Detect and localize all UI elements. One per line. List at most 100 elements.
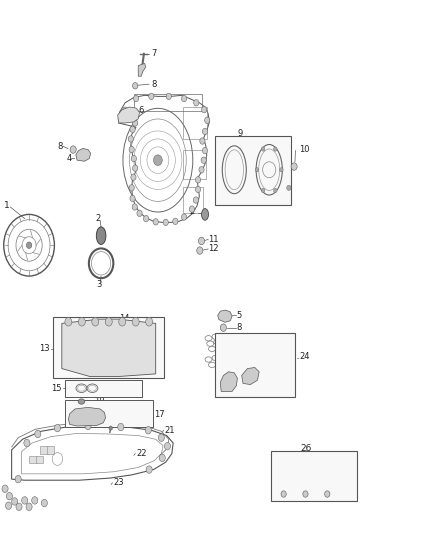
Text: 8: 8 (151, 79, 157, 88)
Polygon shape (68, 407, 106, 426)
Text: 24: 24 (299, 352, 309, 361)
Text: 6: 6 (138, 106, 144, 115)
Circle shape (181, 214, 187, 220)
Circle shape (220, 324, 226, 332)
Text: 12: 12 (208, 245, 219, 254)
Circle shape (133, 83, 138, 89)
Text: 17: 17 (154, 410, 165, 419)
Circle shape (189, 206, 194, 212)
Circle shape (144, 215, 149, 222)
Circle shape (274, 188, 277, 192)
Circle shape (325, 491, 330, 497)
Polygon shape (138, 63, 146, 76)
Text: 2: 2 (189, 207, 194, 216)
Bar (134, 94, 201, 111)
Circle shape (78, 318, 85, 326)
Circle shape (202, 148, 208, 154)
Circle shape (123, 107, 128, 114)
Text: 21: 21 (164, 426, 175, 435)
Circle shape (16, 503, 22, 511)
Circle shape (24, 439, 30, 447)
Text: 26: 26 (300, 444, 312, 453)
Bar (183, 107, 207, 139)
Circle shape (134, 95, 139, 102)
Text: 15: 15 (51, 384, 62, 393)
Bar (215, 333, 295, 397)
Ellipse shape (78, 399, 85, 404)
Circle shape (109, 426, 113, 430)
Bar (271, 451, 357, 502)
Circle shape (32, 497, 38, 504)
Text: 1: 1 (4, 201, 10, 210)
Bar (35, 456, 43, 463)
Bar (65, 379, 142, 397)
Text: 10: 10 (299, 145, 309, 154)
Text: 22: 22 (136, 449, 147, 458)
Circle shape (159, 454, 165, 462)
Circle shape (133, 120, 138, 126)
Circle shape (195, 176, 201, 183)
Circle shape (54, 424, 60, 432)
Polygon shape (242, 368, 259, 384)
Text: 4: 4 (66, 154, 71, 163)
Circle shape (181, 95, 187, 102)
Bar (40, 446, 48, 454)
Circle shape (201, 107, 207, 113)
Circle shape (153, 219, 158, 225)
Circle shape (280, 167, 283, 172)
Polygon shape (62, 319, 155, 376)
Circle shape (163, 219, 168, 225)
Circle shape (202, 128, 208, 135)
Circle shape (131, 174, 136, 180)
Circle shape (12, 498, 18, 505)
Text: 5: 5 (237, 311, 242, 320)
Text: 19: 19 (300, 462, 310, 471)
Circle shape (195, 186, 201, 192)
Text: 2: 2 (96, 214, 101, 223)
Circle shape (131, 156, 137, 162)
Circle shape (85, 422, 91, 430)
Bar (183, 150, 206, 179)
Text: 14: 14 (120, 314, 130, 323)
Circle shape (281, 491, 286, 497)
Circle shape (65, 318, 72, 326)
Circle shape (193, 197, 198, 203)
Text: 20: 20 (279, 462, 289, 471)
Circle shape (274, 147, 277, 151)
Circle shape (261, 147, 265, 151)
Circle shape (146, 466, 152, 473)
Bar (46, 446, 54, 454)
Bar (215, 136, 291, 205)
Text: 23: 23 (113, 478, 124, 487)
Text: 20: 20 (95, 418, 105, 427)
Text: 12: 12 (226, 335, 237, 344)
Text: 18: 18 (95, 397, 105, 406)
Circle shape (92, 318, 99, 326)
Circle shape (197, 247, 203, 254)
Circle shape (137, 210, 142, 216)
Circle shape (26, 242, 32, 248)
Text: 8: 8 (57, 142, 63, 151)
Polygon shape (220, 372, 237, 391)
Text: 8: 8 (237, 323, 242, 332)
Text: 19: 19 (119, 418, 129, 427)
Circle shape (35, 430, 41, 438)
Circle shape (70, 146, 76, 154)
Text: 16: 16 (322, 462, 332, 471)
Circle shape (133, 165, 138, 171)
Text: 13: 13 (39, 344, 49, 353)
Circle shape (145, 426, 151, 434)
Circle shape (129, 147, 134, 153)
Text: 25: 25 (231, 391, 242, 400)
Circle shape (146, 318, 152, 326)
Polygon shape (76, 149, 91, 161)
Text: 9: 9 (238, 129, 243, 138)
Circle shape (149, 93, 154, 100)
Circle shape (15, 475, 21, 483)
Circle shape (2, 485, 8, 492)
Circle shape (287, 185, 291, 190)
Text: 16: 16 (133, 384, 143, 393)
Bar (183, 187, 203, 213)
Circle shape (130, 126, 135, 133)
Circle shape (194, 100, 199, 106)
